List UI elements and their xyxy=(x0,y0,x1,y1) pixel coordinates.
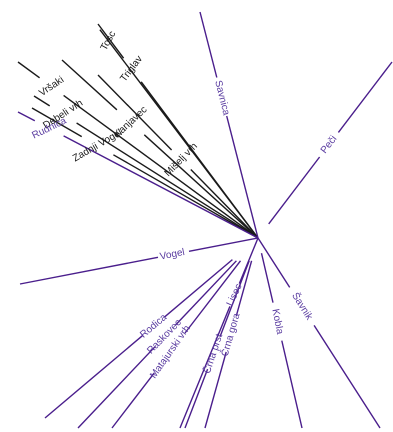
ray-line-outer-debeli-vrh xyxy=(33,95,51,107)
ray-line-outer-mi-elj-vrh xyxy=(97,74,173,151)
ray-line-savnica xyxy=(226,115,259,239)
ray-line-outer-lisec xyxy=(179,306,231,429)
ray-line-raskovec xyxy=(174,260,237,326)
ray-line-outer-rodica xyxy=(44,334,144,419)
ray-line-kanjavec xyxy=(143,134,259,239)
ray-label-vr-aki: Vršaki xyxy=(37,74,66,98)
ray-line-debeli-vrh xyxy=(76,122,259,239)
ray-line-outer-vr-aki xyxy=(17,61,41,79)
ray-label-avnik: Šavnik xyxy=(289,290,316,323)
ray-line-rudnica xyxy=(63,135,259,239)
ray-label-kobla: Kobla xyxy=(269,308,285,336)
ray-line-vr-aki xyxy=(63,94,259,239)
ray-line-outer-rna-gora xyxy=(204,351,227,429)
ray-line-avnik xyxy=(257,237,291,288)
ray-line-rna-prst xyxy=(219,260,250,338)
ray-line-outer-kanjavec xyxy=(61,59,118,111)
ray-line-outer-triglav xyxy=(97,23,125,59)
ray-line-outer-pe-i xyxy=(337,61,393,133)
ray-line-kobla xyxy=(260,253,274,303)
ray-label-vogel: Vogel xyxy=(159,247,186,263)
ray-label-pe-i: Peči xyxy=(319,134,340,156)
rays-layer xyxy=(17,11,393,429)
ray-line-rna-gora xyxy=(235,260,253,317)
ray-line-outer-savnica xyxy=(199,11,218,78)
ray-line-outer-kobla xyxy=(281,340,303,429)
ray-line-outer-matajurski-vrh xyxy=(111,372,155,429)
ray-line-outer-rudnica xyxy=(17,111,36,122)
ray-line-mi-elj-vrh xyxy=(190,169,259,239)
ray-line-outer-rna-prst xyxy=(184,368,209,429)
ray-label-savnica: Savnica xyxy=(212,79,231,117)
ray-line-outer-vogel xyxy=(19,256,159,285)
ray-line-outer-zadnji-vogel xyxy=(31,107,83,138)
ray-line-rodica xyxy=(163,259,233,318)
ray-line-pe-i xyxy=(268,156,321,225)
ray-line-vogel xyxy=(188,237,259,252)
ray-line-matajurski-vrh xyxy=(184,260,242,334)
ray-line-triglav xyxy=(140,81,259,239)
ray-line-outer-avnik xyxy=(313,325,381,429)
ray-line-zadnji-vogel xyxy=(113,154,259,239)
ray-line-outer-raskovec xyxy=(77,345,156,429)
ray-label-zadnji-vogel: Zadnji Vogel xyxy=(71,127,124,164)
